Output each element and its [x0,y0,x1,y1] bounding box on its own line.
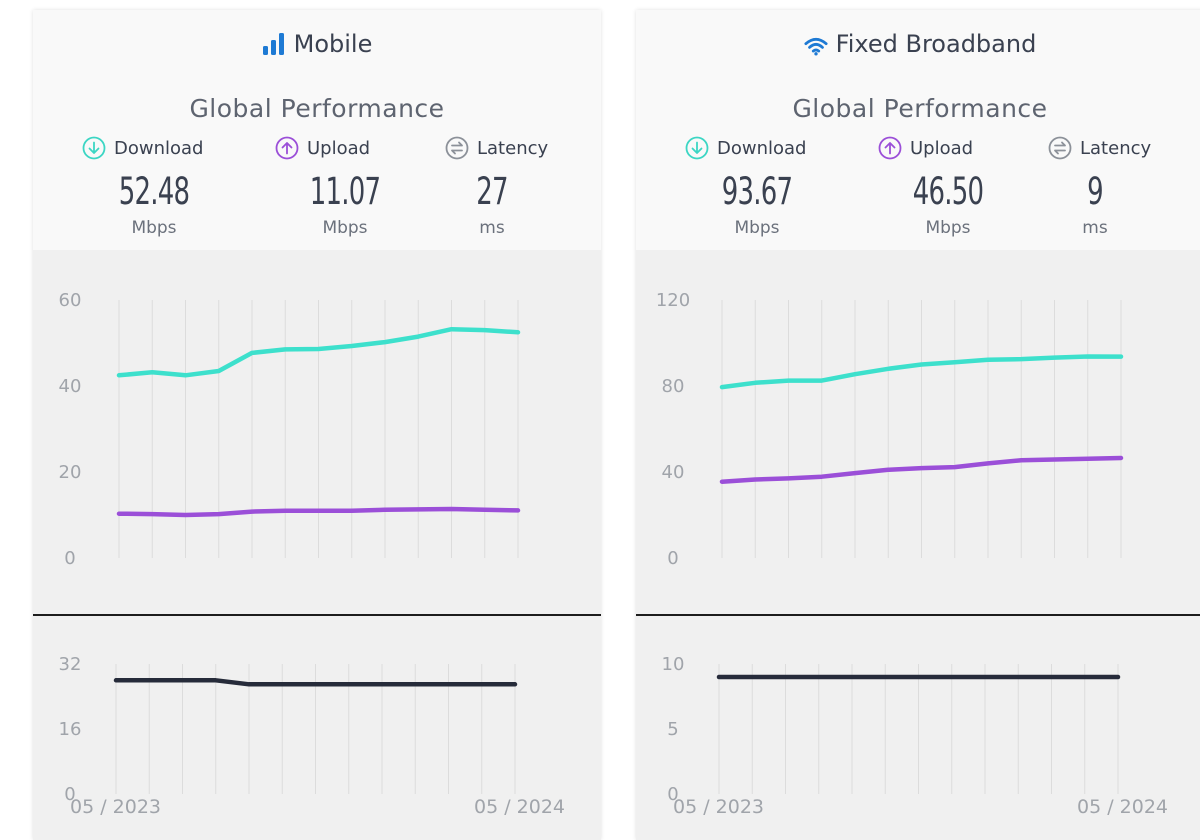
y-tick-label: 0 [667,548,678,569]
panel-title: Mobile [33,30,601,58]
chart-divider [636,614,1200,616]
y-tick-label: 120 [656,290,690,311]
y-tick-label: 60 [59,290,82,311]
latency-unit: ms [422,218,562,238]
upload-label: Upload [307,138,370,159]
latency-y-tick-label: 10 [662,654,685,675]
upload-unit: Mbps [275,218,415,238]
upload-metric: Upload 46.50 Mbps [878,136,1038,160]
download-icon [82,136,106,160]
latency-metric: Latency 27 ms [445,136,601,160]
latency-label: Latency [1080,138,1151,159]
latency-label: Latency [477,138,548,159]
download-unit: Mbps [84,218,224,238]
upload-metric: Upload 11.07 Mbps [275,136,435,160]
panel-title-text: Mobile [294,30,373,58]
panel-title-text: Fixed Broadband [836,30,1037,58]
latency-icon [445,136,469,160]
latency-y-tick-label: 32 [59,654,82,675]
download-metric: Download 93.67 Mbps [685,136,845,160]
latency-icon [1048,136,1072,160]
download-label: Download [717,138,806,159]
latency-y-tick-label: 5 [667,719,678,740]
download-metric: Download 52.48 Mbps [82,136,242,160]
x-start-label: 05 / 2023 [70,796,161,818]
y-tick-label: 80 [662,376,685,397]
latency-y-tick-label: 16 [59,719,82,740]
wifi-icon [804,31,828,57]
signal-bars-icon [262,31,286,57]
y-tick-label: 20 [59,462,82,483]
y-tick-label: 0 [64,548,75,569]
x-end-label: 05 / 2024 [1077,796,1168,818]
global-performance-heading: Global Performance [33,94,601,123]
x-start-label: 05 / 2023 [673,796,764,818]
upload-icon [275,136,299,160]
chart-divider [33,614,601,616]
fixed-panel-header: Fixed Broadband Global Performance Downl… [636,10,1200,250]
upload-value: 11.07 [290,170,399,213]
latency-value: 27 [437,170,546,213]
y-tick-label: 40 [662,462,685,483]
upload-icon [878,136,902,160]
global-performance-heading: Global Performance [636,94,1200,123]
upload-value: 46.50 [893,170,1002,213]
latency-unit: ms [1025,218,1165,238]
download-label: Download [114,138,203,159]
fixed-broadband-panel: Fixed Broadband Global Performance Downl… [636,10,1200,840]
x-end-label: 05 / 2024 [474,796,565,818]
upload-unit: Mbps [878,218,1018,238]
mobile-panel-header: Mobile Global Performance Download 52.48… [33,10,601,250]
y-tick-label: 40 [59,376,82,397]
download-unit: Mbps [687,218,827,238]
latency-value: 9 [1040,170,1149,213]
download-icon [685,136,709,160]
download-value: 52.48 [99,170,208,213]
upload-label: Upload [910,138,973,159]
latency-metric: Latency 9 ms [1048,136,1200,160]
download-value: 93.67 [702,170,811,213]
panel-title: Fixed Broadband [636,30,1200,58]
mobile-panel: Mobile Global Performance Download 52.48… [33,10,601,840]
